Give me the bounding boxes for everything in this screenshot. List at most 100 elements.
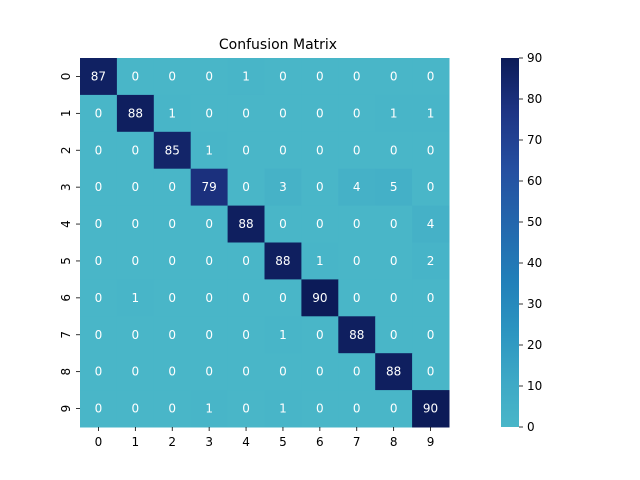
heatmap-cell [153, 58, 192, 96]
y-tick-label: 7 [59, 331, 73, 339]
cell-value-label: 0 [316, 365, 324, 379]
heatmap-cell [375, 168, 413, 207]
heatmap-cell [264, 353, 302, 391]
heatmap-cell [301, 205, 339, 243]
cell-value-label: 0 [427, 365, 435, 379]
cell-value-label: 0 [205, 106, 213, 120]
colorbar-tick-label: 90 [527, 51, 542, 65]
heatmap-cell [412, 316, 450, 354]
heatmap-cell [227, 242, 265, 280]
heatmap-cell [80, 205, 118, 243]
heatmap-cell [80, 353, 118, 391]
heatmap-cell [301, 279, 339, 317]
cell-value-label: 0 [132, 180, 140, 194]
heatmap-cell [375, 316, 413, 354]
cell-value-label: 0 [353, 365, 361, 379]
heatmap-cell [412, 353, 450, 391]
heatmap-cell [153, 168, 192, 207]
heatmap-cell [190, 131, 229, 170]
x-tick-label: 1 [132, 435, 140, 449]
cell-value-label: 1 [279, 402, 287, 416]
heatmap-cell [412, 205, 450, 243]
cell-value-label: 3 [279, 180, 287, 194]
heatmap-cell [227, 94, 265, 133]
cell-value-label: 0 [353, 69, 361, 83]
heatmap-cell [227, 353, 265, 391]
heatmap-cell [301, 131, 339, 170]
heatmap-cell [153, 242, 192, 280]
y-axis: 0 1 2 3 4 5 6 7 8 9 [59, 73, 80, 413]
cell-value-label: 0 [168, 291, 176, 305]
cell-value-label: 0 [242, 365, 250, 379]
heatmap-cell [412, 58, 450, 96]
y-tick-label: 0 [59, 73, 73, 81]
heatmap-cell [338, 316, 376, 354]
heatmap-cell [190, 205, 229, 243]
heatmap-cell [116, 58, 155, 96]
heatmap-cell [116, 205, 155, 243]
cell-value-label: 0 [279, 143, 287, 157]
cell-value-label: 0 [390, 217, 398, 231]
cell-value-label: 0 [132, 328, 140, 342]
heatmap-cell [116, 94, 155, 133]
cell-value-label: 0 [427, 143, 435, 157]
heatmap-cell [301, 316, 339, 354]
cell-value-label: 88 [238, 217, 253, 231]
x-tick-label: 9 [427, 435, 435, 449]
cell-value-label: 0 [95, 291, 103, 305]
heatmap-cell [80, 94, 118, 133]
heatmap-cell [264, 316, 302, 354]
heatmap-cell [338, 390, 376, 428]
cell-value-label: 0 [316, 143, 324, 157]
cell-value-label: 0 [168, 254, 176, 268]
heatmap-cell [375, 94, 413, 133]
cell-value-label: 88 [275, 254, 290, 268]
x-tick-label: 2 [168, 435, 176, 449]
heatmap-cell [153, 131, 192, 170]
heatmap-cell [301, 353, 339, 391]
cell-value-label: 0 [168, 217, 176, 231]
cell-value-label: 0 [95, 143, 103, 157]
cell-value-label: 0 [205, 328, 213, 342]
cell-value-label: 0 [427, 69, 435, 83]
cell-value-label: 0 [132, 365, 140, 379]
cell-value-label: 0 [316, 328, 324, 342]
cell-value-label: 0 [353, 402, 361, 416]
cell-value-label: 0 [132, 143, 140, 157]
cell-value-label: 0 [279, 365, 287, 379]
heatmap-cell [375, 58, 413, 96]
heatmap-cell [301, 168, 339, 207]
cell-value-label: 0 [390, 402, 398, 416]
heatmap-cell [227, 316, 265, 354]
heatmap-cell [338, 279, 376, 317]
cell-value-label: 0 [205, 69, 213, 83]
cell-value-label: 0 [205, 217, 213, 231]
cell-value-label: 0 [132, 254, 140, 268]
heatmap-cell [375, 390, 413, 428]
cell-value-label: 0 [316, 106, 324, 120]
colorbar-tick-label: 70 [527, 133, 542, 147]
cell-value-label: 0 [353, 291, 361, 305]
colorbar-tick-label: 30 [527, 297, 542, 311]
heatmap-cell [264, 390, 302, 428]
cell-value-label: 0 [242, 291, 250, 305]
y-tick-label: 9 [59, 405, 73, 413]
cell-value-label: 0 [132, 69, 140, 83]
cell-value-label: 1 [168, 106, 176, 120]
cell-value-label: 1 [205, 143, 213, 157]
colorbar-tick-label: 10 [527, 379, 542, 393]
x-tick-label: 0 [95, 435, 103, 449]
x-tick-label: 5 [279, 435, 287, 449]
colorbar: 0 10 20 30 40 50 60 70 80 90 [501, 51, 542, 434]
heatmap-cell [227, 131, 265, 170]
cell-value-label: 0 [390, 291, 398, 305]
heatmap-cell [301, 94, 339, 133]
heatmap-cell [412, 131, 450, 170]
heatmap-cell [375, 205, 413, 243]
heatmap-cell [264, 205, 302, 243]
cell-value-label: 88 [349, 328, 364, 342]
heatmap-cell [264, 168, 302, 207]
y-tick-label: 6 [59, 294, 73, 302]
colorbar-tick-label: 80 [527, 92, 542, 106]
heatmap-cell [375, 242, 413, 280]
